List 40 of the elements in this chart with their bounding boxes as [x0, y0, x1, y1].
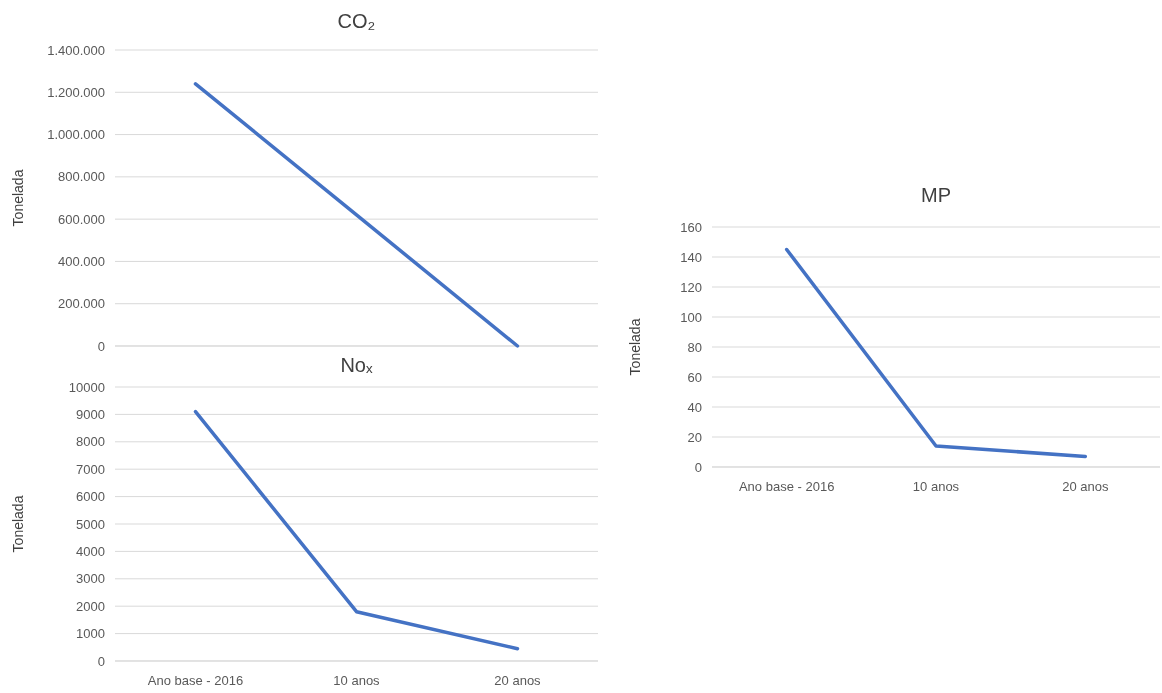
y-tick-label: 120 [680, 279, 702, 295]
y-tick-label: 7000 [76, 461, 105, 477]
x-tick-label: 10 anos [333, 673, 381, 688]
y-tick-label: 2000 [76, 598, 105, 614]
y-tick-label: 80 [687, 339, 702, 355]
x-tick-label: 20 anos [1062, 479, 1109, 494]
chart-title: MP [921, 184, 951, 206]
y-tick-label: 8000 [76, 434, 105, 450]
y-tick-label: 40 [687, 399, 702, 415]
y-tick-label: 60 [687, 369, 702, 385]
y-tick-label: 5000 [76, 516, 105, 532]
x-tick-label: 10 anos [912, 479, 960, 494]
y-tick-label: 1.200.000 [47, 84, 105, 100]
x-tick-label: Ano base - 2016 [738, 479, 835, 494]
y-tick-label: 100 [680, 309, 702, 325]
y-axis-title: Tonelada [627, 318, 643, 376]
y-tick-label: 1000 [76, 626, 105, 642]
y-tick-label: 0 [694, 459, 702, 475]
chart-title: Noₓ [340, 354, 373, 376]
y-tick-label: 0 [97, 338, 105, 354]
chart-title: CO₂ [337, 10, 376, 32]
y-tick-label: 200.000 [58, 296, 105, 312]
y-tick-label: 140 [680, 249, 702, 265]
y-tick-label: 800.000 [58, 169, 105, 185]
y-tick-label: 0 [97, 653, 105, 669]
y-tick-label: 9000 [76, 406, 105, 422]
y-tick-label: 10000 [68, 379, 105, 395]
y-tick-label: 3000 [76, 571, 105, 587]
y-tick-label: 1.000.000 [47, 127, 105, 143]
y-tick-label: 400.000 [58, 253, 105, 269]
y-tick-label: 20 [687, 429, 702, 445]
y-tick-label: 1.400.000 [47, 42, 105, 58]
y-axis-title: Tonelada [10, 169, 26, 227]
y-tick-label: 4000 [76, 543, 105, 559]
x-tick-label: 20 anos [494, 673, 542, 688]
x-tick-label: Ano base - 2016 [147, 673, 244, 688]
y-tick-label: 6000 [76, 489, 105, 505]
y-tick-label: 160 [680, 219, 702, 235]
y-tick-label: 600.000 [58, 211, 105, 227]
y-axis-title: Tonelada [10, 495, 26, 553]
